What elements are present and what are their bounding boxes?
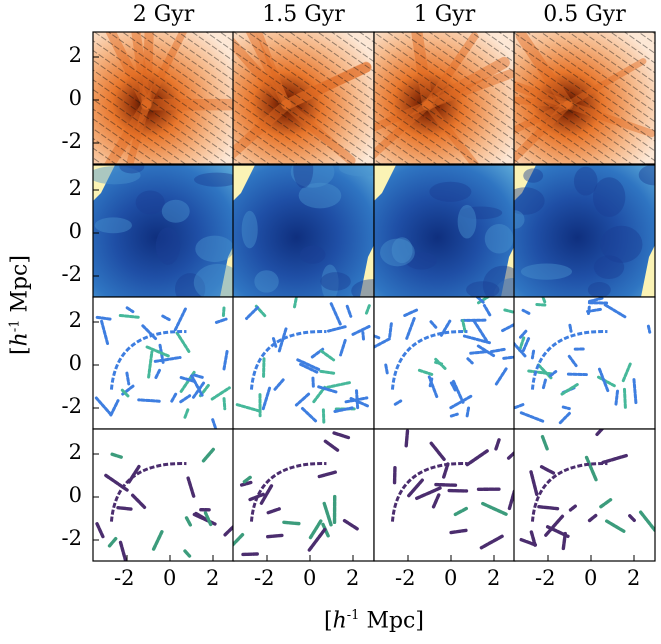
y-tick-label: 2 (68, 440, 82, 464)
y-tick-label: 0 (68, 86, 82, 110)
x-tick-label: 0 (444, 566, 458, 590)
y-axis-label: [h-1 Mpc] (7, 255, 33, 355)
x-tick-label: -2 (535, 566, 556, 590)
column-title-3: 1 Gyr (413, 2, 476, 27)
x-tick-label: -2 (395, 566, 416, 590)
y-tick-label: -2 (61, 129, 82, 153)
panel-shock-field-3 (373, 296, 516, 430)
panel-shock-field-4 (513, 296, 656, 430)
panel-temperature-2 (232, 164, 375, 298)
panel-temperature-1 (92, 164, 235, 298)
panel-strong-shocks-2 (232, 428, 375, 562)
panel-shock-field-1 (92, 296, 235, 430)
panel-shock-field-2 (232, 296, 375, 430)
column-title-4: 0.5 Gyr (543, 2, 626, 27)
x-tick-label: 0 (163, 566, 177, 590)
column-title-1: 2 Gyr (132, 2, 195, 27)
panel-strong-shocks-3 (373, 428, 516, 562)
y-tick-label: -2 (61, 526, 82, 550)
y-tick-label: 0 (68, 219, 82, 243)
y-tick-label: 2 (68, 176, 82, 200)
x-tick-label: 2 (346, 566, 360, 590)
y-tick-label: -2 (61, 262, 82, 286)
panel-temperature-4 (513, 164, 656, 298)
y-tick-label: -2 (61, 394, 82, 418)
x-tick-label: 0 (584, 566, 598, 590)
y-tick-label: 0 (68, 483, 82, 507)
panel-strong-shocks-1 (92, 428, 235, 562)
x-tick-label: 2 (627, 566, 641, 590)
x-axis-label: [h-1 Mpc] (324, 608, 424, 634)
panel-density-velocity-3 (373, 31, 516, 165)
y-tick-label: 0 (68, 351, 82, 375)
x-tick-label: 0 (303, 566, 317, 590)
x-tick-label: -2 (114, 566, 135, 590)
x-tick-label: 2 (206, 566, 220, 590)
panel-density-velocity-4 (513, 31, 656, 165)
x-tick-label: -2 (254, 566, 275, 590)
panel-density-velocity-2 (232, 31, 375, 165)
y-tick-label: 2 (68, 43, 82, 67)
panel-strong-shocks-4 (513, 428, 656, 562)
x-tick-label: 2 (487, 566, 501, 590)
y-tick-label: 2 (68, 308, 82, 332)
column-title-2: 1.5 Gyr (262, 2, 345, 27)
panel-temperature-3 (373, 164, 516, 298)
panel-density-velocity-1 (92, 31, 235, 165)
